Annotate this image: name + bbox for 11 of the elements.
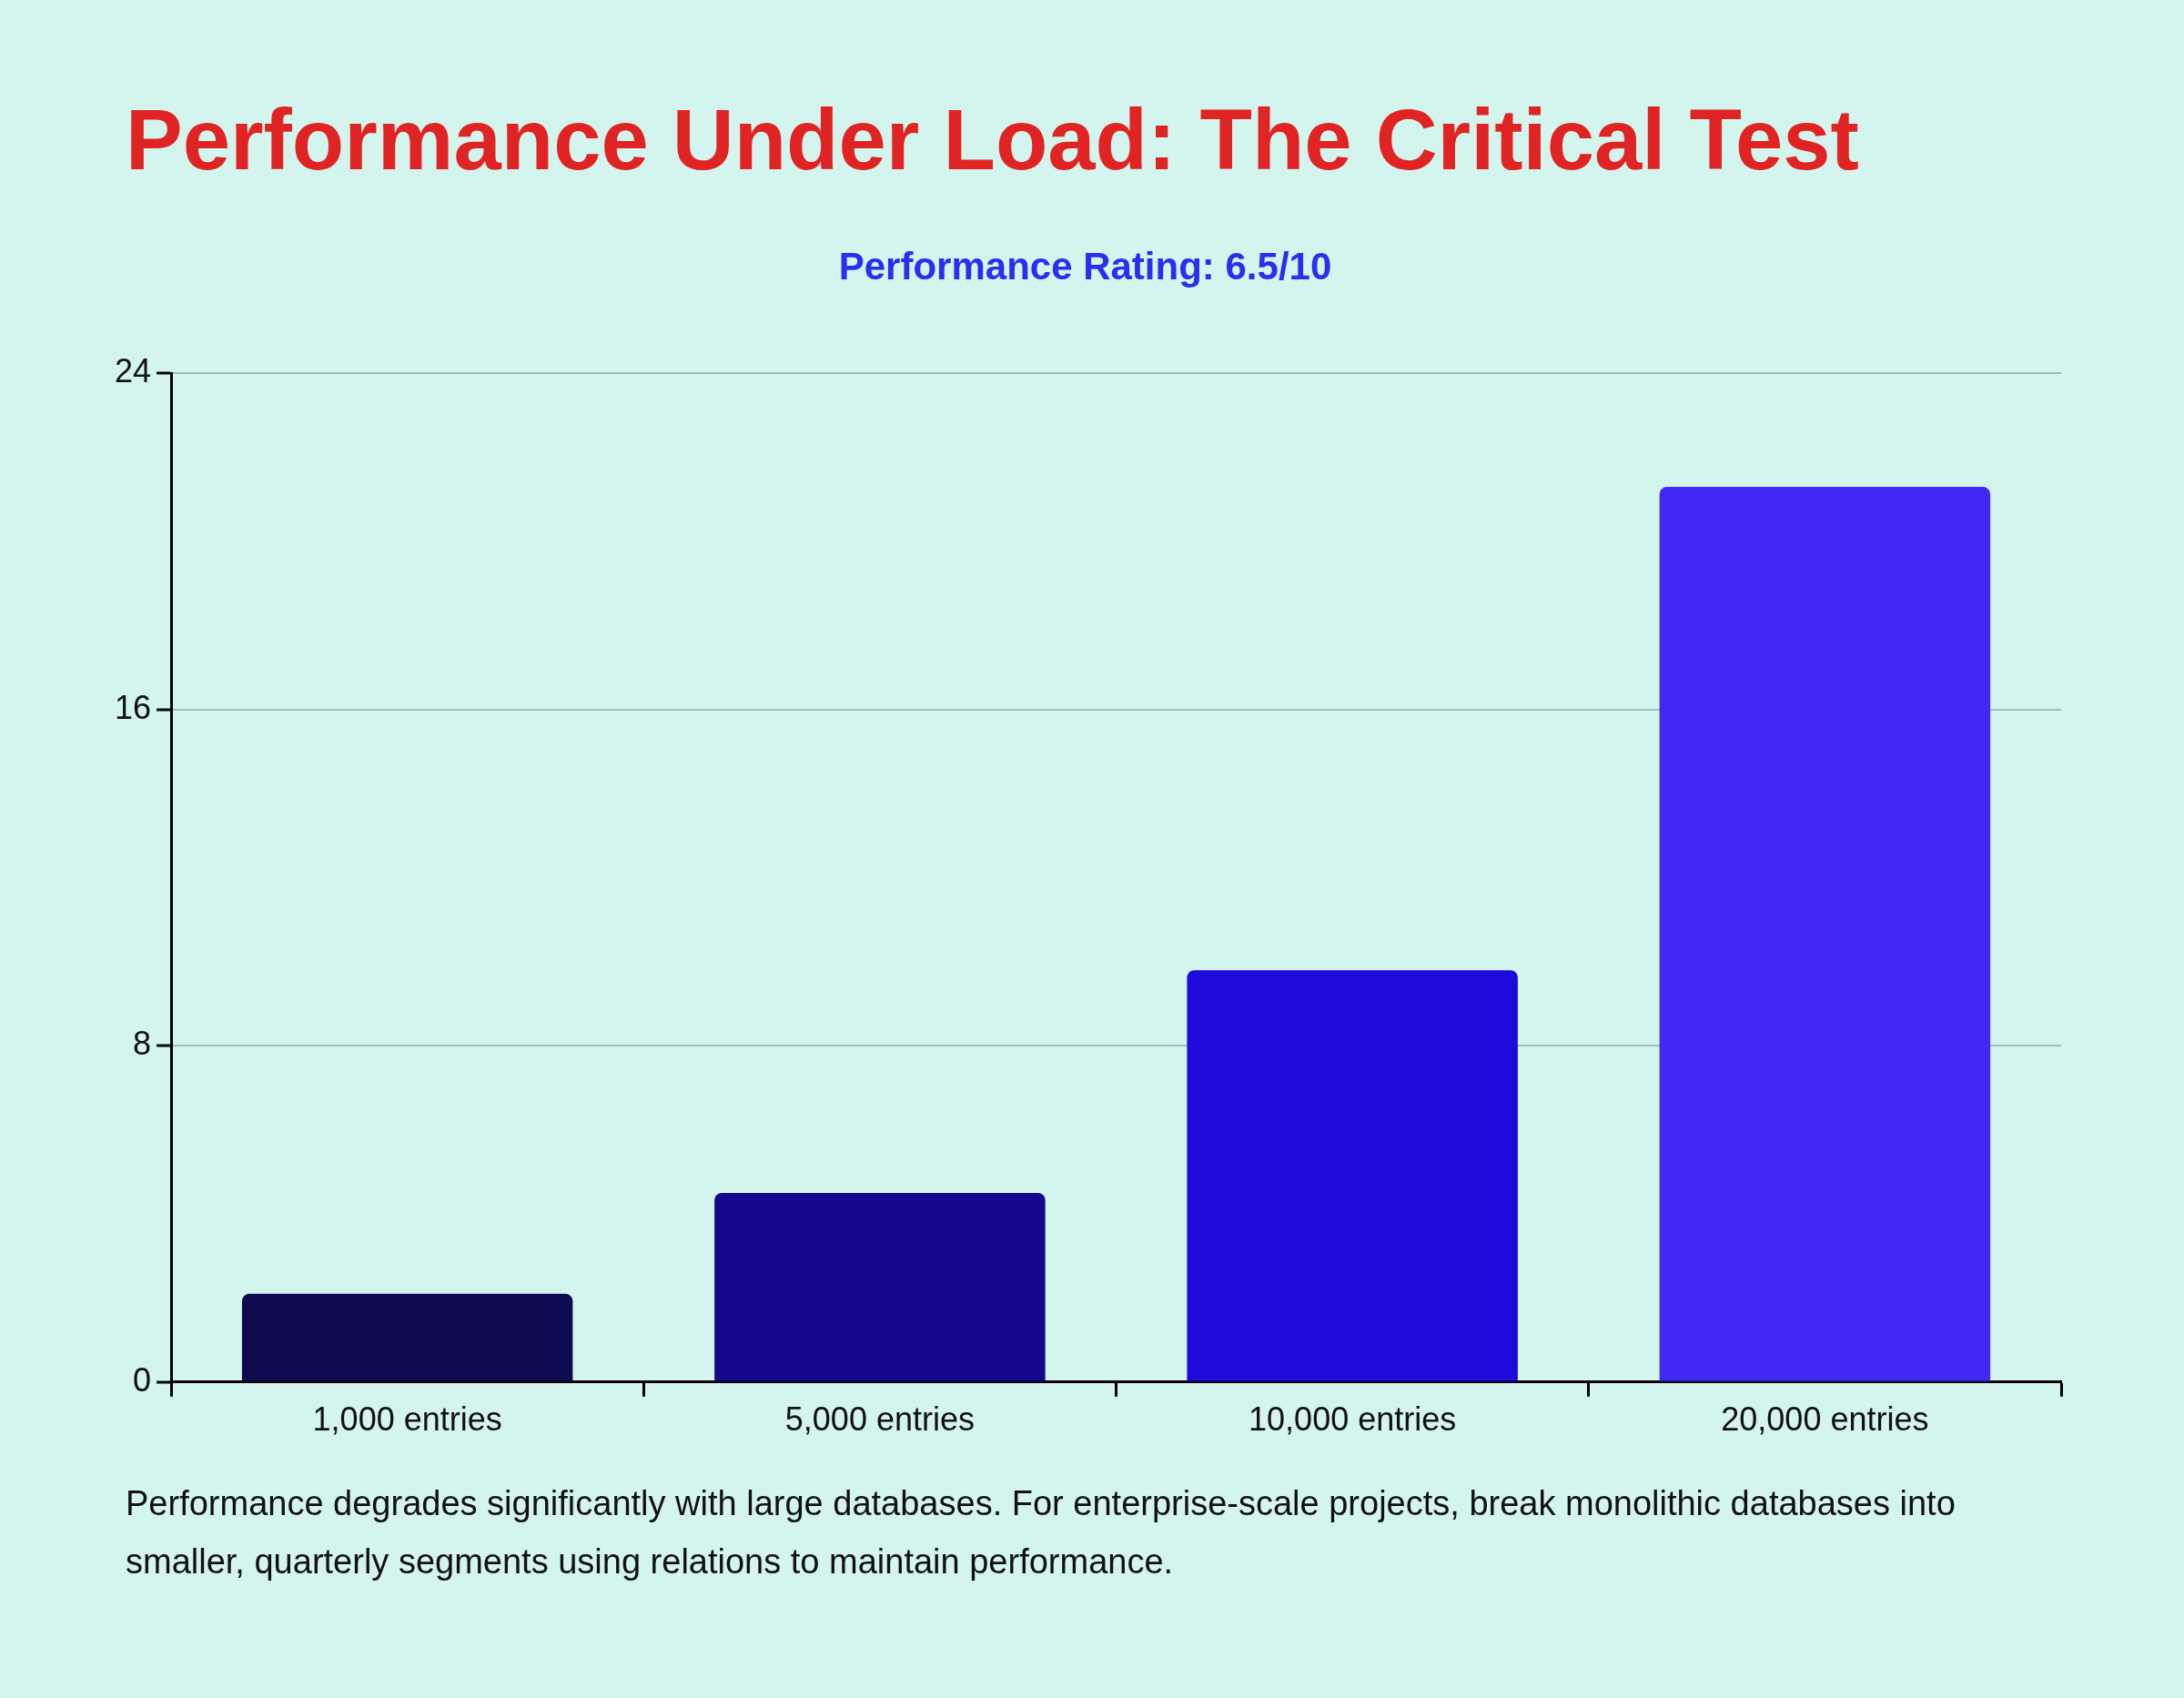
text: Performance degrades significantly with large databases. For enterprise-scale projects, break monolithic databases into smaller, quarterly segments using relations to maintain performance. [126, 1483, 1956, 1582]
y-tick-label: 24 [115, 352, 152, 390]
x-tick-label: 1,000 entries [312, 1400, 502, 1439]
y-tick-label: 16 [115, 688, 152, 726]
y-tick-label: 8 [133, 1025, 152, 1063]
chart-subtitle: Performance Rating: 6.5/10 [838, 244, 1332, 288]
x-tick-label: 20,000 entries [1721, 1400, 1929, 1439]
x-tick-label: 5,000 entries [784, 1400, 975, 1439]
chart-title: Performance Under Load: The Critical Test [126, 91, 1859, 189]
x-tick-label: 10,000 entries [1249, 1400, 1457, 1439]
y-tick-label: 0 [133, 1360, 152, 1399]
